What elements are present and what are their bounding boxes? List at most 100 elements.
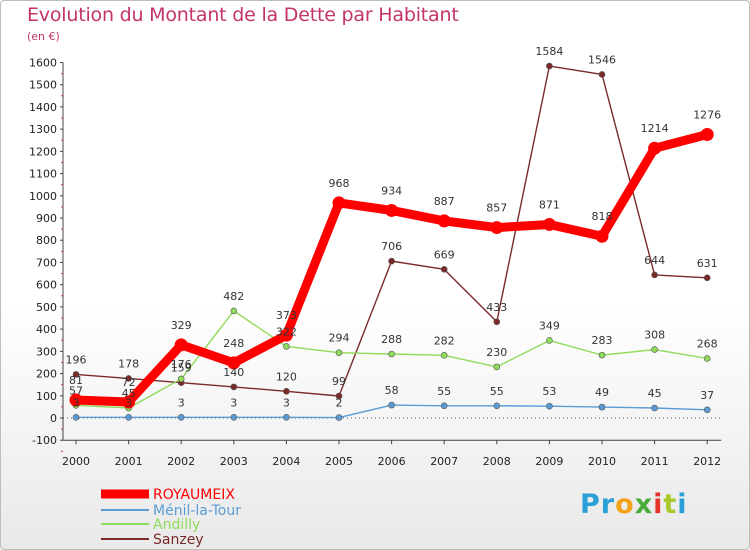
data-point (440, 352, 448, 359)
data-label: 329 (171, 319, 192, 332)
x-tick-label: 2004 (272, 455, 300, 468)
legend-label: Andilly (153, 517, 200, 533)
x-tick-label: 2003 (220, 455, 248, 468)
data-point (651, 346, 658, 353)
data-point (335, 414, 343, 421)
data-label: 1546 (588, 53, 616, 66)
x-tick-label: 2001 (115, 455, 143, 468)
data-point (230, 414, 238, 421)
data-point (125, 414, 132, 421)
data-point (125, 375, 132, 382)
data-label: 2 (336, 397, 343, 410)
legend-label: Ménil-la-Tour (153, 503, 241, 519)
chart-title: Evolution du Montant de la Dette par Hab… (27, 4, 459, 26)
x-tick-label: 2002 (167, 455, 195, 468)
logo-letter: o (615, 489, 635, 520)
data-point (69, 393, 83, 407)
data-label: 140 (223, 366, 244, 379)
data-label: 288 (381, 333, 402, 346)
legend-label: ROYAUMEIX (153, 487, 235, 503)
data-label: 308 (644, 329, 665, 342)
data-point (335, 392, 343, 400)
data-point (648, 141, 662, 155)
legend-label: Sanzey (153, 532, 204, 548)
data-point (437, 214, 451, 228)
data-label: 99 (332, 375, 346, 388)
data-label: 887 (434, 195, 455, 208)
unit-label: (en €) (27, 30, 60, 43)
data-label: 818 (592, 210, 613, 223)
data-point (542, 217, 556, 231)
data-label: 120 (276, 370, 297, 383)
y-tick-label: 400 (36, 323, 57, 336)
data-label: 178 (118, 357, 139, 370)
data-point (177, 375, 185, 383)
data-label: 55 (437, 385, 451, 398)
data-label: 871 (539, 198, 560, 211)
data-point (388, 257, 395, 265)
data-point (177, 414, 185, 421)
logo-letter: i (653, 489, 664, 520)
data-point (283, 343, 290, 350)
y-tick-label: 500 (36, 301, 57, 314)
data-label: 81 (69, 374, 83, 387)
data-point (283, 388, 290, 395)
data-label: 3 (178, 396, 185, 409)
y-tick-label: 100 (36, 390, 57, 403)
data-label: 669 (434, 248, 455, 261)
data-label: 968 (329, 177, 350, 190)
data-point (227, 356, 241, 370)
data-label: 57 (69, 384, 83, 397)
data-point (703, 406, 711, 414)
y-tick-label: 900 (36, 212, 57, 225)
x-tick-label: 2005 (325, 455, 353, 468)
data-point (440, 266, 448, 273)
data-label: 3 (73, 396, 80, 409)
data-point (493, 318, 501, 326)
data-point (335, 349, 343, 356)
data-label: 268 (697, 337, 718, 350)
data-point (490, 221, 504, 235)
y-tick-label: 1200 (29, 145, 57, 158)
data-label: 482 (223, 290, 244, 303)
proxiti-logo: Proxiti (580, 489, 688, 520)
series-line-Sanzey (75, 65, 708, 397)
data-point (332, 196, 346, 210)
data-point (546, 62, 553, 70)
y-tick-label: 800 (36, 234, 57, 247)
x-tick-label: 2009 (535, 455, 563, 468)
data-label: 1276 (693, 108, 721, 121)
x-tick-label: 2011 (641, 455, 669, 468)
y-tick-label: 200 (36, 368, 57, 381)
data-point (598, 403, 606, 411)
logo-letter: P (580, 489, 601, 520)
logo-letter: r (600, 489, 616, 520)
data-point (700, 127, 714, 141)
data-label: 282 (434, 334, 455, 347)
data-label: 934 (381, 184, 402, 197)
data-label: 176 (171, 358, 192, 371)
data-label: 159 (171, 362, 192, 375)
data-point (230, 383, 238, 391)
y-tick-label: 600 (36, 279, 57, 292)
data-label: 373 (276, 309, 297, 322)
data-label: 45 (648, 387, 662, 400)
data-label: 55 (490, 385, 504, 398)
data-point (598, 71, 606, 78)
y-tick-label: 1300 (29, 123, 57, 136)
data-point (595, 229, 609, 243)
data-label: 1584 (535, 45, 563, 58)
data-point (440, 402, 448, 410)
y-tick-label: 0 (50, 412, 57, 425)
data-label: 72 (122, 376, 136, 389)
y-tick-label: 1000 (29, 190, 57, 203)
data-point (703, 355, 711, 362)
data-point (651, 404, 658, 412)
data-label: 1214 (641, 122, 669, 135)
data-point (546, 402, 553, 410)
data-point (703, 274, 711, 282)
y-tick-label: 1400 (29, 101, 57, 114)
data-label: 644 (644, 254, 665, 267)
data-point (279, 328, 293, 342)
